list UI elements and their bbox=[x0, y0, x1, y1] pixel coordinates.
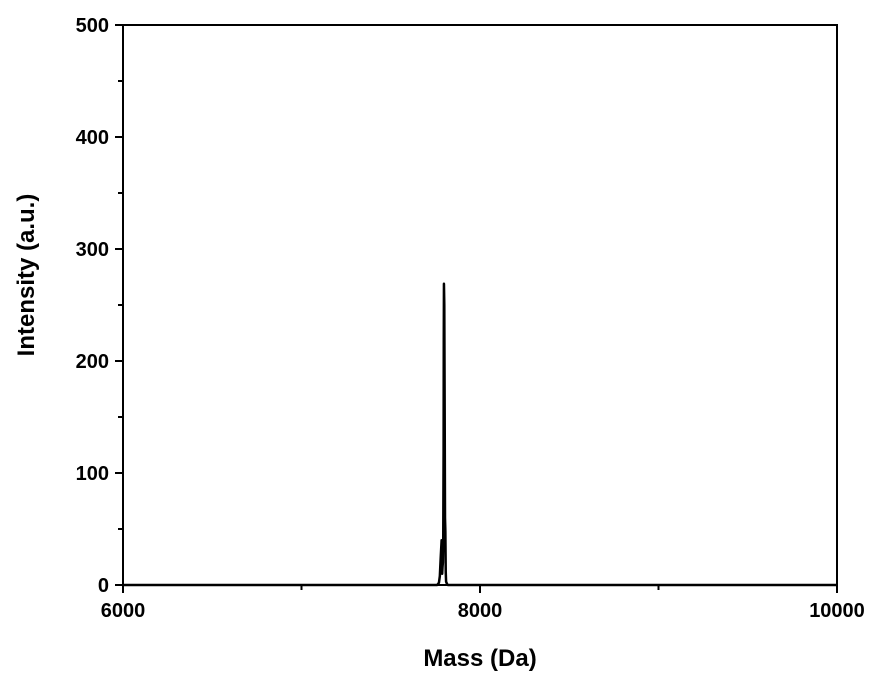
y-tick-label: 400 bbox=[76, 127, 109, 149]
y-tick-label: 300 bbox=[76, 239, 109, 261]
series-line bbox=[123, 282, 837, 587]
x-tick-label: 6000 bbox=[101, 600, 146, 622]
series-layer bbox=[123, 282, 837, 587]
x-tick-label: 8000 bbox=[458, 600, 503, 622]
plot-frame bbox=[122, 24, 838, 586]
axes: 6000 8000 10000 0 100 200 300 400 500 bbox=[76, 15, 865, 622]
y-tick-label: 100 bbox=[76, 463, 109, 485]
x-tick-label: 10000 bbox=[809, 600, 865, 622]
y-axis-title: Intensity (a.u.) bbox=[13, 194, 40, 357]
y-tick-label: 0 bbox=[98, 575, 109, 597]
x-axis-title: Mass (Da) bbox=[423, 645, 536, 672]
y-tick-label: 200 bbox=[76, 351, 109, 373]
y-tick-label: 500 bbox=[76, 15, 109, 37]
